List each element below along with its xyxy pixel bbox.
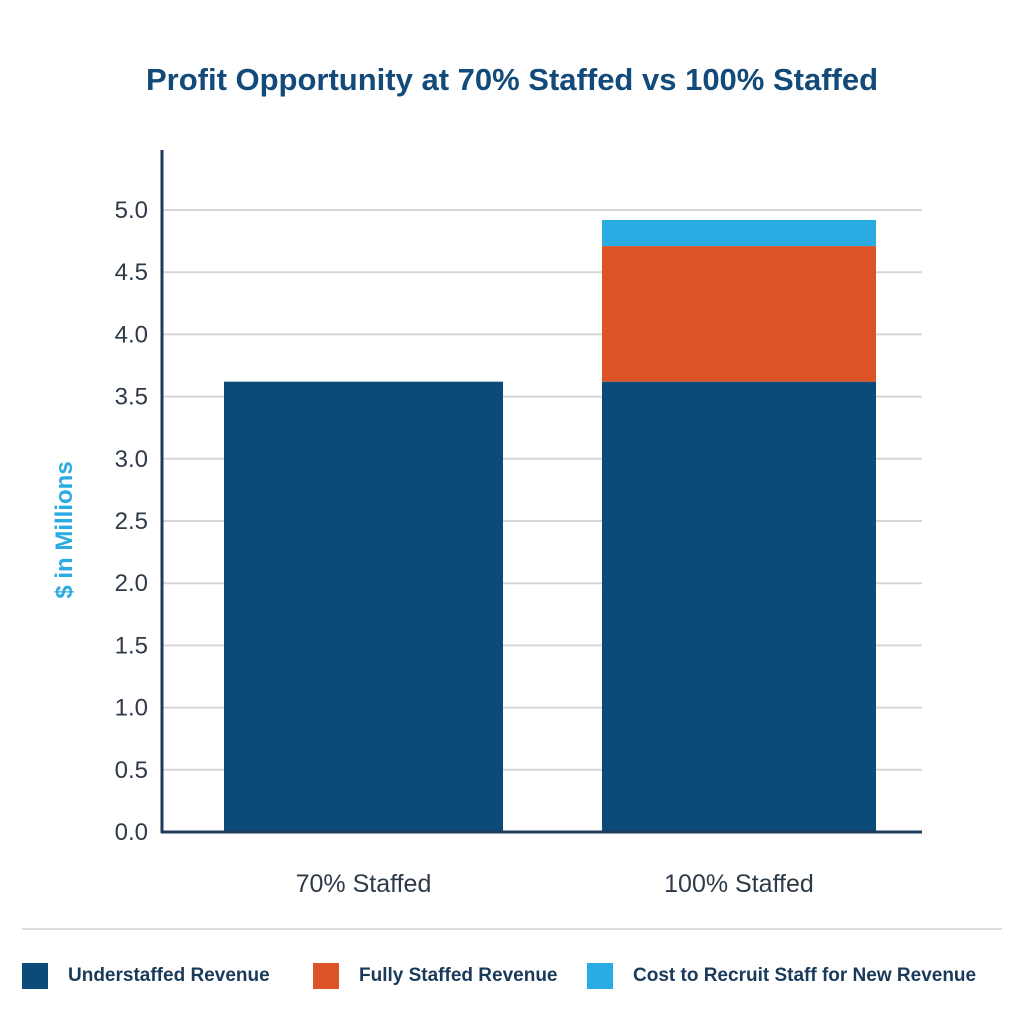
legend: Understaffed Revenue Fully Staffed Reven… [22,961,1012,991]
y-tick-label: 3.5 [115,384,148,411]
legend-label: Understaffed Revenue [68,965,270,986]
legend-divider [22,928,1002,930]
legend-label: Cost to Recruit Staff for New Revenue [633,965,977,986]
y-tick-label: 1.0 [115,695,148,722]
bar-segment [602,246,876,382]
y-tick-label: 0.0 [115,819,148,846]
bar-segment [224,381,503,832]
y-tick-label: 0.5 [115,757,148,784]
chart-title: Profit Opportunity at 70% Staffed vs 100… [145,62,879,97]
x-tick-label: 70% Staffed [296,870,432,898]
legend-swatch [587,963,613,989]
y-tick-label: 2.0 [115,570,148,597]
y-tick-label: 5.0 [115,197,148,224]
y-tick-label: 1.5 [115,632,148,659]
legend-swatch [313,963,339,989]
legend-label: Fully Staffed Revenue [359,965,558,986]
chart-area: 0.0 0.5 1.0 1.5 2.0 2.5 3.0 3.5 4.0 4.5 5.0 70% Sta… [51,150,922,898]
y-tick-label: 4.0 [115,321,148,348]
bar-segment [602,381,876,832]
bar-segment [602,219,876,247]
x-tick-label: 100% Staffed [664,870,814,898]
legend-swatch [22,963,48,989]
y-tick-label: 2.5 [115,508,148,535]
y-axis-label: $ in Millions [51,461,78,598]
y-tick-label: 3.0 [115,446,148,473]
y-tick-label: 4.5 [115,259,148,286]
